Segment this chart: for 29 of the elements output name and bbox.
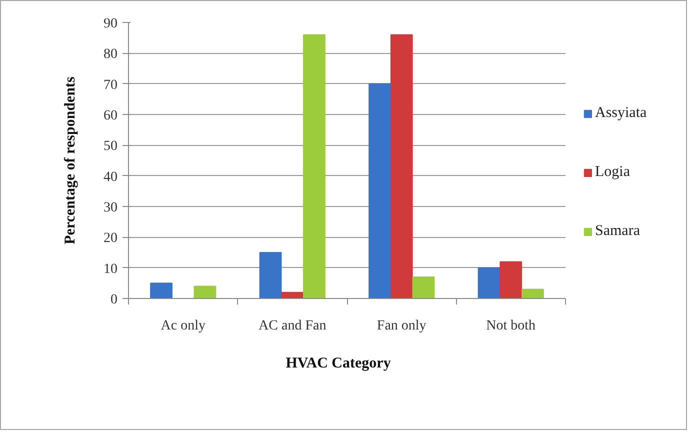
y-tick-label: 30 — [104, 200, 118, 216]
x-tick-label: Fan only — [376, 318, 426, 334]
x-axis-title: HVAC Category — [286, 356, 392, 372]
y-tick-label: 40 — [104, 170, 118, 185]
y-axis-title: Percentage of respondents — [62, 76, 78, 244]
bar — [194, 286, 216, 298]
y-tick-label: 10 — [104, 262, 118, 277]
bar — [500, 261, 522, 298]
x-tick-label: AC and Fan — [258, 318, 326, 334]
bar — [478, 267, 500, 298]
y-tick-label: 50 — [104, 139, 118, 154]
bar — [303, 34, 326, 298]
y-tick-label: 20 — [104, 231, 118, 246]
legend-label: Samara — [595, 223, 640, 240]
bar — [412, 276, 435, 298]
bar — [259, 252, 282, 298]
bar — [522, 288, 544, 298]
bar — [390, 34, 413, 298]
y-tick-label: 80 — [104, 47, 118, 62]
x-tick-label: Ac only — [160, 318, 206, 334]
y-tick-label: 60 — [104, 108, 118, 124]
y-tick-label: 90 — [104, 16, 118, 32]
y-tick-label: 0 — [110, 292, 118, 308]
x-tick-label: Not both — [486, 318, 536, 334]
legend-label: Assyiata — [595, 105, 647, 122]
bar — [368, 83, 391, 298]
legend-label: Logia — [595, 164, 630, 181]
y-tick-label: 70 — [104, 78, 118, 93]
bar — [150, 282, 172, 298]
